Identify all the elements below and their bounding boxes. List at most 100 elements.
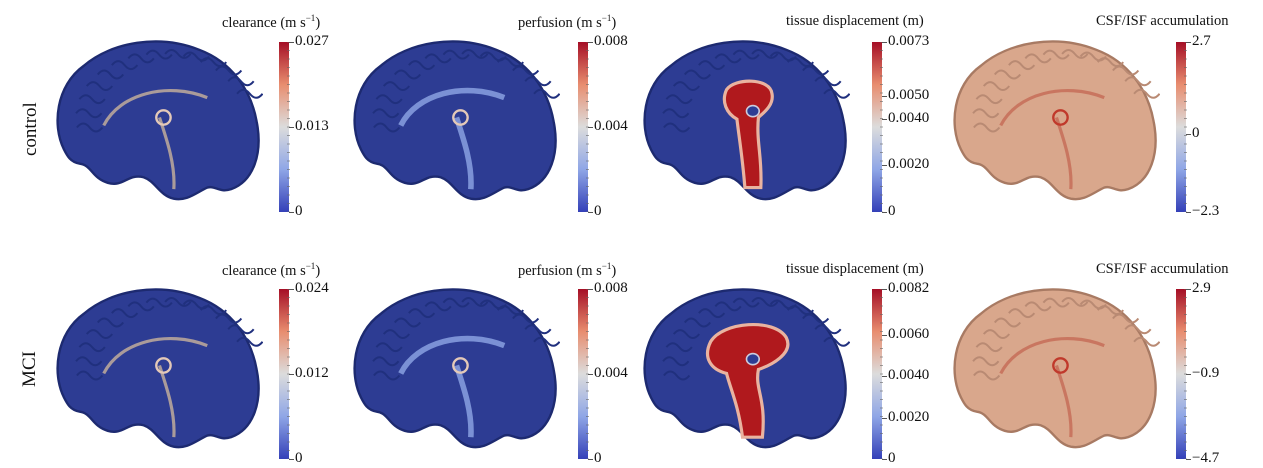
colorbar-tick-label: −2.3	[1192, 203, 1220, 219]
colorbar-tick-label: 0.024	[295, 280, 329, 296]
gyrus-fold	[127, 53, 155, 64]
displacement-hotspot	[722, 79, 774, 190]
colorbar-tick-label: 0.027	[295, 33, 329, 49]
gyrus-fold	[373, 122, 401, 133]
ventricle-gap	[745, 352, 761, 366]
gyrus-fold	[665, 342, 693, 353]
gyrus-fold	[972, 356, 1000, 367]
colorbar-tick-label: 0.012	[295, 365, 329, 381]
colorbar-title: tissue displacement (m)	[786, 261, 924, 278]
gyrus-fold	[1112, 65, 1140, 76]
gyrus-fold	[512, 313, 540, 324]
colorbar-tick-label: −0.9	[1192, 365, 1220, 381]
gyrus-fold	[442, 297, 470, 308]
ventricle-ring	[1052, 109, 1069, 126]
colorbar-gradient	[279, 42, 289, 212]
colorbar-title: perfusion (m s−1)	[518, 261, 616, 280]
gyrus-fold	[1124, 76, 1152, 87]
displacement-hotspot	[705, 323, 790, 439]
colorbar-tick	[289, 289, 294, 290]
colorbar-tick	[882, 289, 887, 290]
colorbar-tick-label: 0.008	[594, 33, 628, 49]
colorbar	[1176, 42, 1187, 212]
gyrus-fold	[972, 108, 1000, 119]
gyrus-fold	[199, 57, 228, 68]
colorbar-tick	[289, 212, 294, 213]
gyrus-fold	[408, 60, 436, 71]
gyrus-fold	[78, 94, 106, 105]
gyrus-fold	[424, 301, 452, 312]
colorbar-tick-label: 0.0073	[888, 33, 930, 49]
colorbar	[279, 42, 290, 212]
gyrus-fold	[524, 76, 552, 87]
colorbar-tick	[1186, 374, 1191, 375]
gyrus-fold	[382, 81, 411, 92]
gyrus-fold	[672, 81, 701, 92]
gyrus-fold	[975, 342, 1003, 353]
colorbar-gradient	[578, 42, 588, 212]
gyrus-fold	[227, 76, 255, 87]
gyrus-fold	[164, 296, 192, 307]
gyrus-fold	[698, 60, 726, 71]
colorbar-tick	[588, 459, 593, 460]
gyrus-fold	[1008, 60, 1036, 71]
gyrus-fold	[479, 299, 507, 310]
colorbar	[279, 289, 290, 459]
unit-exponent: −1	[305, 13, 316, 23]
colorbar-tick	[882, 334, 887, 336]
gyrus-fold	[982, 81, 1011, 92]
colorbar-tick	[588, 127, 593, 128]
colorbar-tick	[882, 95, 887, 97]
colorbar-title-text: tissue displacement (m)	[786, 13, 924, 29]
gyrus-fold	[786, 305, 815, 316]
gyrus-fold	[662, 356, 690, 367]
gyrus-fold	[479, 51, 507, 62]
gyrus-fold	[1079, 51, 1107, 62]
colorbar-tick	[588, 212, 593, 213]
colorbar-tick	[1186, 212, 1191, 213]
gyrus-fold	[373, 370, 401, 381]
gyrus-fold	[1024, 301, 1052, 312]
gyrus-fold	[524, 324, 552, 335]
colorbar-tick	[1186, 42, 1191, 43]
gyrus-fold	[145, 297, 173, 308]
colorbar-title: clearance (m s−1)	[222, 261, 320, 280]
gyrus-fold	[982, 329, 1011, 340]
gyrus-fold	[76, 370, 104, 381]
gyrus-fold	[1133, 88, 1160, 99]
gyrus-fold	[382, 329, 411, 340]
unit-exponent: −1	[601, 261, 612, 271]
gyrus-fold	[76, 122, 104, 133]
unit-exponent: −1	[305, 261, 316, 271]
gyrus-fold	[993, 317, 1022, 328]
colorbar-gradient	[872, 42, 882, 212]
colorbar	[578, 42, 589, 212]
colorbar-title-text: clearance (m s	[222, 15, 306, 31]
gyrus-fold	[85, 81, 114, 92]
brain-slice-blue-perf	[353, 288, 560, 449]
colorbar-tick-label: 0	[1192, 124, 1200, 141]
gyrus-fold	[751, 296, 779, 307]
colorbar-tick	[1186, 133, 1191, 135]
gyrus-fold	[1133, 336, 1160, 347]
colorbar-title-close: )	[315, 15, 321, 31]
brain-slice-blue-clear	[56, 40, 263, 201]
colorbar-title-close: )	[611, 15, 617, 31]
colorbar-gradient	[1176, 42, 1186, 212]
colorbar-tick-label: 0.0040	[888, 367, 930, 384]
row-label-control: control	[20, 102, 41, 156]
colorbar-title: tissue displacement (m)	[786, 13, 924, 30]
colorbar-gradient	[578, 289, 588, 459]
gyrus-fold	[236, 336, 263, 347]
gyrus-fold	[182, 51, 210, 62]
colorbar-tick	[289, 127, 294, 128]
brain-slice-disp	[643, 40, 850, 201]
gyrus-fold	[973, 370, 1001, 381]
gyrus-fold	[662, 108, 690, 119]
row-label-mci: MCI	[19, 351, 40, 387]
colorbar-tick-label: 0.0020	[888, 408, 930, 425]
ventricle-ring	[1052, 357, 1069, 374]
gyrus-fold	[663, 122, 691, 133]
brain-slice-tan	[953, 288, 1160, 449]
